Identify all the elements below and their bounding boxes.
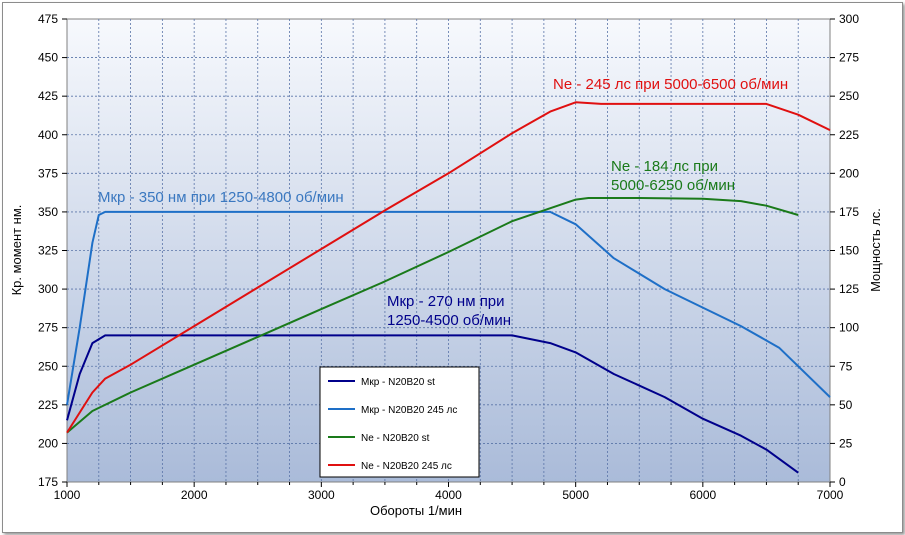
left-tick-label: 350 (38, 205, 58, 219)
annotation-torque-245: Мкр - 350 нм при 1250-4800 об/мин (98, 189, 344, 206)
x-tick-label: 2000 (181, 488, 208, 502)
right-tick-label: 200 (839, 166, 859, 180)
x-tick-label: 5000 (562, 488, 589, 502)
legend: Мкр - N20B20 st Мкр - N20B20 245 лс Ne - N… (319, 366, 480, 478)
x-tick-label: 6000 (689, 488, 716, 502)
left-tick-label: 475 (38, 12, 58, 26)
left-axis-title: Кр. момент нм. (9, 205, 24, 296)
right-axis: 0 25 50 75 100 125 150 175 200 225 250 275 300 (830, 12, 859, 489)
right-tick-label: 25 (839, 436, 853, 450)
legend-label: Мкр - N20B20 st (361, 377, 435, 388)
left-axis: 175 200 225 250 275 300 325 350 375 400 425 450 475 (38, 12, 67, 489)
annotation-power-st-line2: 5000-6250 об/мин (611, 177, 735, 194)
legend-label: Мкр - N20B20 245 лс (361, 405, 457, 416)
right-tick-label: 50 (839, 398, 853, 412)
x-axis-title: Обороты 1/мин (370, 503, 462, 518)
series-line (66, 197, 799, 434)
x-axis: 1000 2000 3000 4000 5000 6000 7000 (54, 482, 844, 502)
left-tick-label: 425 (38, 89, 58, 103)
left-tick-label: 225 (38, 398, 58, 412)
series-line (66, 334, 799, 474)
x-tick-label: 3000 (308, 488, 335, 502)
left-tick-label: 400 (38, 128, 58, 142)
x-tick-label: 4000 (435, 488, 462, 502)
series-line (66, 210, 831, 405)
annotation-power-st-line1: Ne - 184 лс при (611, 158, 718, 175)
left-tick-label: 375 (38, 166, 58, 180)
right-tick-label: 225 (839, 128, 859, 142)
right-tick-label: 100 (839, 321, 859, 335)
right-axis-title: Мощность лс. (868, 208, 883, 292)
series-lines (66, 101, 831, 474)
legend-box (319, 366, 480, 478)
right-tick-label: 275 (839, 51, 859, 65)
legend-label: Ne - N20B20 245 лс (361, 461, 452, 472)
x-tick-label: 7000 (817, 488, 844, 502)
legend-label: Ne - N20B20 st (361, 433, 430, 444)
x-tick-label: 1000 (54, 488, 81, 502)
left-tick-label: 250 (38, 359, 58, 373)
right-tick-label: 250 (839, 89, 859, 103)
series-line (66, 101, 831, 434)
right-tick-label: 175 (839, 205, 859, 219)
right-tick-label: 125 (839, 282, 859, 296)
left-tick-label: 175 (38, 475, 58, 489)
left-tick-label: 200 (38, 436, 58, 450)
right-tick-label: 0 (839, 475, 846, 489)
annotation-power-245: Ne - 245 лс при 5000-6500 об/мин (553, 76, 788, 93)
left-tick-label: 325 (38, 244, 58, 258)
annotation-torque-st-line2: 1250-4500 об/мин (387, 312, 511, 329)
right-tick-label: 300 (839, 12, 859, 26)
left-tick-label: 450 (38, 51, 58, 65)
left-tick-label: 300 (38, 282, 58, 296)
right-tick-label: 75 (839, 359, 853, 373)
annotation-torque-st-line1: Мкр - 270 нм при (387, 293, 505, 310)
left-tick-label: 275 (38, 321, 58, 335)
right-tick-label: 150 (839, 244, 859, 258)
